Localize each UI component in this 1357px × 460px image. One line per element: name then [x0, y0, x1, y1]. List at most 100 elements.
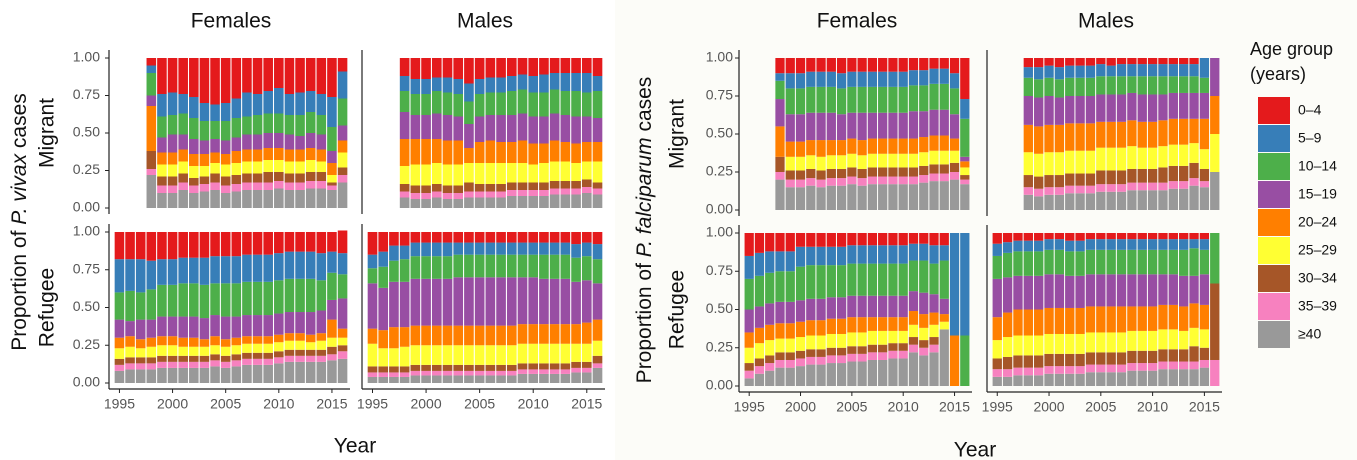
- bar-segment: [1179, 118, 1189, 145]
- y-axis-label: Proportion of P. vivax cases: [8, 93, 31, 351]
- bar-segment: [231, 366, 242, 383]
- bar-segment: [284, 134, 295, 150]
- bar-segment: [485, 77, 496, 93]
- bar-segment: [908, 85, 919, 112]
- bar-segment: [1065, 353, 1075, 367]
- bar-segment: [410, 94, 421, 115]
- bar-segment: [581, 372, 592, 383]
- bar-segment: [816, 265, 826, 299]
- bar-segment: [146, 95, 157, 106]
- bar-segment: [1054, 67, 1065, 80]
- bar-segment: [274, 188, 284, 208]
- bar-segment: [1168, 58, 1178, 65]
- legend-swatch: [1258, 153, 1290, 180]
- bar-segment: [1158, 249, 1168, 275]
- bar-segment: [1116, 372, 1127, 386]
- bar-segment: [1137, 350, 1147, 364]
- y-tick-label: 0.50: [73, 298, 100, 314]
- bar-segment: [114, 358, 125, 365]
- bar-segment: [847, 361, 857, 386]
- bar-segment: [1199, 233, 1210, 240]
- bar-segment: [878, 138, 888, 154]
- x-tick-label: 2010: [518, 396, 549, 412]
- bar-segment: [816, 86, 826, 113]
- bar-segment: [581, 361, 592, 368]
- bar-segment: [1034, 97, 1044, 127]
- bar-segment: [1116, 239, 1127, 250]
- bar-segment: [878, 359, 888, 386]
- legend-label: 30–34: [1298, 270, 1337, 286]
- bar-segment: [295, 333, 305, 341]
- bar-segment: [146, 151, 157, 169]
- bar-segment: [1168, 361, 1178, 370]
- bar-segment: [826, 155, 836, 169]
- bar-segment: [1199, 181, 1210, 188]
- bar-segment: [167, 115, 178, 135]
- bar-segment: [549, 113, 560, 141]
- bar-segment: [528, 164, 539, 183]
- bar-segment: [295, 136, 305, 150]
- bar-segment: [485, 115, 496, 141]
- bar-segment: [1158, 329, 1168, 350]
- bar-segment: [431, 58, 442, 78]
- bar-segment: [939, 135, 949, 151]
- bar-segment: [1199, 329, 1210, 348]
- bar-segment: [560, 232, 571, 243]
- bar-segment: [199, 154, 210, 166]
- bar-segment: [231, 337, 242, 346]
- bar-segment: [442, 140, 453, 165]
- bar-segment: [857, 178, 867, 186]
- bar-segment: [399, 166, 410, 184]
- bar-segment: [399, 346, 410, 367]
- y-axis-label-part: Proportion of: [8, 225, 31, 351]
- bar-segment: [867, 330, 878, 345]
- bar-segment: [1054, 353, 1065, 367]
- bar-segment: [765, 340, 775, 356]
- bar-segment: [295, 361, 305, 383]
- bar-segment: [1065, 96, 1075, 124]
- bar-segment: [806, 320, 816, 336]
- bar-segment: [898, 138, 908, 154]
- bar-segment: [826, 333, 836, 348]
- legend-swatch: [1258, 97, 1290, 124]
- bar-segment: [453, 193, 464, 199]
- bar-segment: [1137, 182, 1147, 191]
- bar-segment: [847, 263, 857, 296]
- bar-segment: [919, 233, 929, 244]
- bar-segment: [220, 256, 231, 284]
- bar-segment: [263, 190, 273, 208]
- bar-segment: [992, 317, 1002, 341]
- bar-segment: [1034, 375, 1044, 386]
- bar-segment: [560, 142, 571, 162]
- bar-segment: [1199, 187, 1210, 210]
- bar-segment: [1158, 64, 1168, 77]
- bar-segment: [571, 232, 581, 245]
- bar-segment: [252, 364, 263, 383]
- bar-segment: [157, 94, 167, 117]
- bar-segment: [1116, 233, 1127, 240]
- bar-segment: [1116, 274, 1127, 307]
- bar-segment: [474, 79, 485, 94]
- bar-segment: [337, 58, 348, 72]
- bar-segment: [421, 364, 431, 371]
- bar-segment: [581, 280, 592, 323]
- x-tick-label: 2015: [1189, 399, 1220, 415]
- bar-segment: [908, 176, 919, 185]
- bar-segment: [1075, 96, 1085, 124]
- bar-segment: [939, 173, 949, 182]
- bar-segment: [167, 134, 178, 153]
- bar-segment: [867, 167, 878, 177]
- y-tick-label: 0.00: [73, 374, 100, 390]
- legend-label: 5–9: [1298, 130, 1322, 146]
- bar-segment: [888, 167, 898, 177]
- bar-segment: [167, 259, 178, 285]
- bar-segment: [836, 140, 847, 156]
- bar-segment: [146, 232, 157, 261]
- bar-segment: [1034, 367, 1044, 376]
- bar-segment: [1106, 306, 1116, 333]
- bar-segment: [167, 345, 178, 356]
- x-tick-label: 1995: [104, 396, 135, 412]
- bar-segment: [744, 378, 754, 386]
- bar-segment: [199, 191, 210, 208]
- bar-segment: [210, 345, 220, 355]
